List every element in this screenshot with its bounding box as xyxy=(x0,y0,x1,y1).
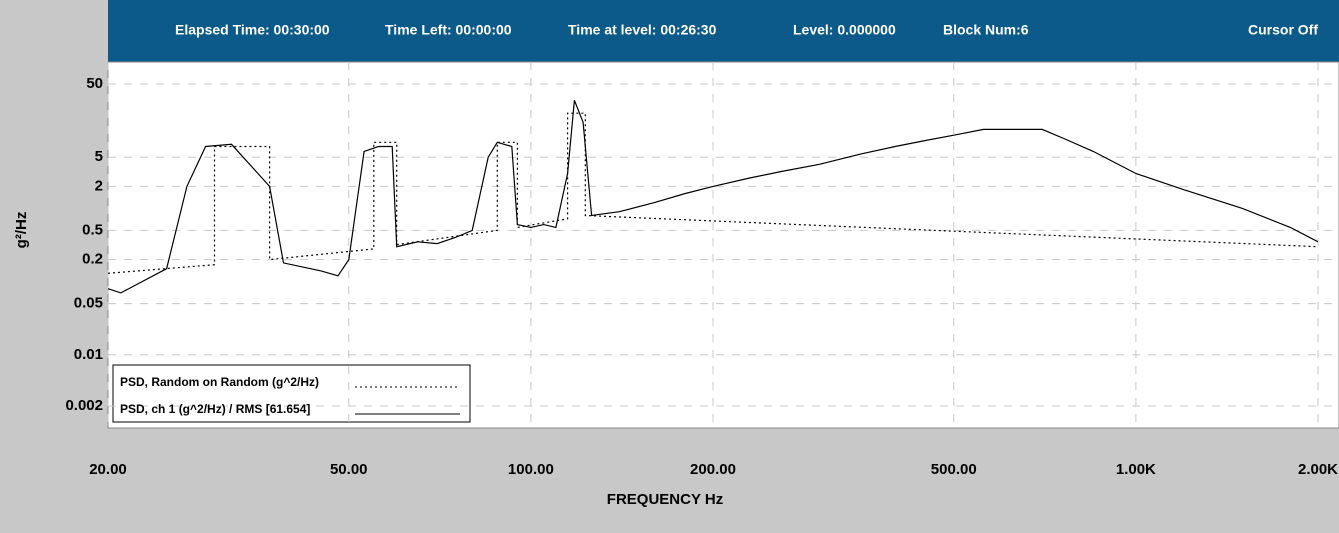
y-tick-label: 5 xyxy=(95,148,103,165)
series-line xyxy=(107,100,1319,294)
y-tick-label: 2 xyxy=(95,177,103,194)
y-tick-label: 50 xyxy=(86,75,103,92)
status-time-level: Time at level: 00:26:30 xyxy=(568,22,717,38)
x-tick-label: 2.00K xyxy=(1298,461,1338,478)
x-tick-label: 200.00 xyxy=(690,461,736,478)
x-tick-label: 1.00K xyxy=(1116,461,1156,478)
legend-label: PSD, Random on Random (g^2/Hz) xyxy=(120,375,319,389)
status-cursor: Cursor Off xyxy=(1248,22,1318,38)
status-time-left: Time Left: 00:00:00 xyxy=(385,22,512,38)
x-tick-label: 100.00 xyxy=(508,461,554,478)
legend-label: PSD, ch 1 (g^2/Hz) / RMS [61.654] xyxy=(120,402,310,416)
y-axis-label: g²/Hz xyxy=(13,212,30,249)
y-tick-label: 0.05 xyxy=(74,295,103,312)
status-block: Block Num:6 xyxy=(943,22,1029,38)
series-line xyxy=(107,112,1319,274)
y-tick-label: 0.01 xyxy=(74,346,103,363)
status-bar xyxy=(108,0,1339,62)
y-tick-label: 0.002 xyxy=(65,397,103,414)
x-tick-label: 50.00 xyxy=(330,461,368,478)
y-tick-label: 0.5 xyxy=(82,221,103,238)
x-tick-label: 20.00 xyxy=(89,461,127,478)
status-elapsed: Elapsed Time: 00:30:00 xyxy=(175,22,330,38)
legend xyxy=(112,364,471,423)
x-axis-label: FREQUENCY Hz xyxy=(607,491,723,508)
y-tick-label: 0.2 xyxy=(82,251,103,268)
status-level: Level: 0.000000 xyxy=(793,22,896,38)
x-tick-label: 500.00 xyxy=(931,461,977,478)
